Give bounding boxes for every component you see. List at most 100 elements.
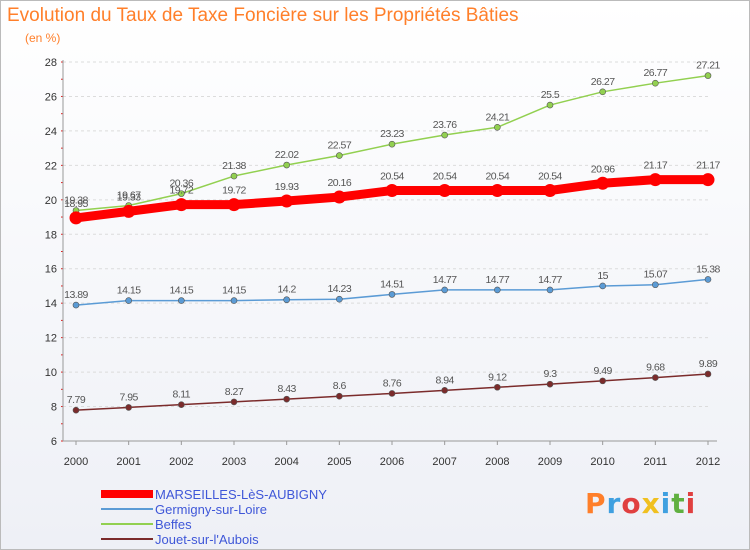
logo-letter: i bbox=[685, 487, 697, 520]
data-label: 7.95 bbox=[119, 391, 138, 403]
data-label: 8.43 bbox=[277, 383, 296, 395]
legend-label-beffes: Beffes bbox=[155, 516, 192, 532]
data-label: 14.77 bbox=[485, 274, 509, 286]
data-label: 19.72 bbox=[222, 185, 246, 197]
legend-swatch-germigny bbox=[101, 508, 153, 510]
logo-letter: x bbox=[641, 487, 661, 520]
x-tick-label: 2007 bbox=[432, 456, 456, 468]
data-label: 14.15 bbox=[169, 285, 193, 297]
y-axis-unit-label: (en %) bbox=[25, 31, 61, 45]
data-label: 8.6 bbox=[333, 380, 347, 392]
data-point bbox=[652, 281, 659, 289]
data-label: 14.77 bbox=[538, 274, 562, 286]
data-label: 22.02 bbox=[275, 149, 299, 161]
data-point bbox=[178, 190, 185, 197]
data-point bbox=[122, 204, 136, 218]
data-label: 14.51 bbox=[380, 278, 404, 290]
data-label: 14.15 bbox=[117, 285, 141, 297]
y-tick-label: 26 bbox=[45, 91, 57, 103]
y-tick-label: 22 bbox=[45, 160, 57, 172]
data-point bbox=[336, 152, 343, 159]
data-label: 14.77 bbox=[433, 274, 457, 286]
data-point bbox=[283, 161, 290, 169]
data-point bbox=[283, 395, 290, 403]
data-point bbox=[72, 406, 80, 414]
data-point bbox=[230, 172, 238, 180]
y-tick-label: 20 bbox=[45, 195, 57, 207]
data-point bbox=[652, 79, 659, 87]
data-label: 9.68 bbox=[646, 362, 665, 374]
logo-letter: r bbox=[606, 487, 622, 520]
data-point bbox=[388, 140, 396, 148]
data-point bbox=[596, 176, 610, 190]
data-point bbox=[72, 301, 80, 309]
data-point bbox=[388, 390, 396, 397]
y-tick-label: 16 bbox=[45, 264, 57, 276]
data-point bbox=[441, 131, 448, 139]
logo-letter: i bbox=[660, 487, 672, 520]
data-label: 20.54 bbox=[380, 171, 404, 183]
data-point bbox=[438, 184, 452, 198]
data-label: 20.54 bbox=[433, 171, 457, 183]
data-point bbox=[388, 291, 396, 298]
data-label: 21.17 bbox=[643, 160, 667, 172]
y-tick-label: 28 bbox=[45, 57, 57, 69]
y-tick-label: 24 bbox=[45, 126, 57, 138]
data-point bbox=[701, 173, 715, 187]
data-point bbox=[543, 184, 557, 198]
legend-label-germigny: Germigny-sur-Loire bbox=[155, 501, 267, 517]
data-label: 9.3 bbox=[543, 368, 557, 380]
data-point bbox=[490, 184, 504, 198]
data-label: 20.54 bbox=[485, 171, 509, 183]
legend-item-marseilles: MARSEILLES-LèS-AUBIGNY bbox=[101, 486, 327, 502]
legend-swatch-jouet bbox=[101, 538, 153, 540]
data-label: 8.76 bbox=[383, 377, 402, 389]
data-label: 8.11 bbox=[172, 389, 190, 401]
data-point bbox=[178, 401, 185, 408]
data-point bbox=[336, 392, 343, 400]
logo-letter: o bbox=[621, 487, 642, 520]
data-point bbox=[178, 297, 185, 304]
x-tick-label: 2009 bbox=[538, 456, 562, 468]
legend-label-jouet: Jouet-sur-l'Aubois bbox=[155, 531, 259, 547]
data-point bbox=[230, 297, 238, 304]
data-label: 13.89 bbox=[64, 289, 88, 301]
data-point bbox=[441, 387, 448, 394]
data-point bbox=[546, 101, 554, 109]
data-label: 19.33 bbox=[117, 191, 141, 203]
data-point bbox=[704, 72, 712, 79]
data-label: 15 bbox=[597, 270, 608, 282]
data-label: 26.27 bbox=[591, 76, 615, 88]
data-label: 7.79 bbox=[67, 394, 86, 406]
x-tick-label: 2006 bbox=[380, 456, 404, 468]
data-point bbox=[599, 282, 606, 290]
data-point bbox=[332, 190, 346, 204]
data-point bbox=[125, 297, 132, 304]
y-tick-label: 10 bbox=[45, 367, 57, 379]
data-point bbox=[648, 173, 662, 187]
x-tick-label: 2003 bbox=[222, 456, 246, 468]
data-point bbox=[280, 194, 294, 208]
data-label: 20.16 bbox=[327, 177, 351, 189]
y-tick-label: 8 bbox=[51, 402, 57, 414]
y-tick-label: 6 bbox=[51, 436, 57, 448]
y-tick-label: 18 bbox=[45, 229, 57, 241]
x-tick-label: 2004 bbox=[274, 456, 298, 468]
legend-swatch-beffes bbox=[101, 523, 153, 525]
x-tick-label: 2005 bbox=[327, 456, 351, 468]
x-tick-label: 2010 bbox=[590, 456, 614, 468]
y-tick-label: 12 bbox=[45, 333, 57, 345]
data-label: 8.94 bbox=[435, 374, 454, 386]
data-label: 20.96 bbox=[591, 163, 615, 175]
data-point bbox=[230, 398, 238, 406]
data-point bbox=[336, 295, 343, 303]
proxiti-logo: Proxiti bbox=[585, 487, 696, 520]
data-point bbox=[227, 198, 241, 212]
chart-title: Evolution du Taux de Taxe Foncière sur l… bbox=[7, 5, 519, 26]
legend-item-jouet: Jouet-sur-l'Aubois bbox=[101, 531, 259, 547]
data-point bbox=[69, 211, 83, 225]
data-point bbox=[599, 377, 606, 385]
data-label: 18.95 bbox=[64, 198, 88, 210]
